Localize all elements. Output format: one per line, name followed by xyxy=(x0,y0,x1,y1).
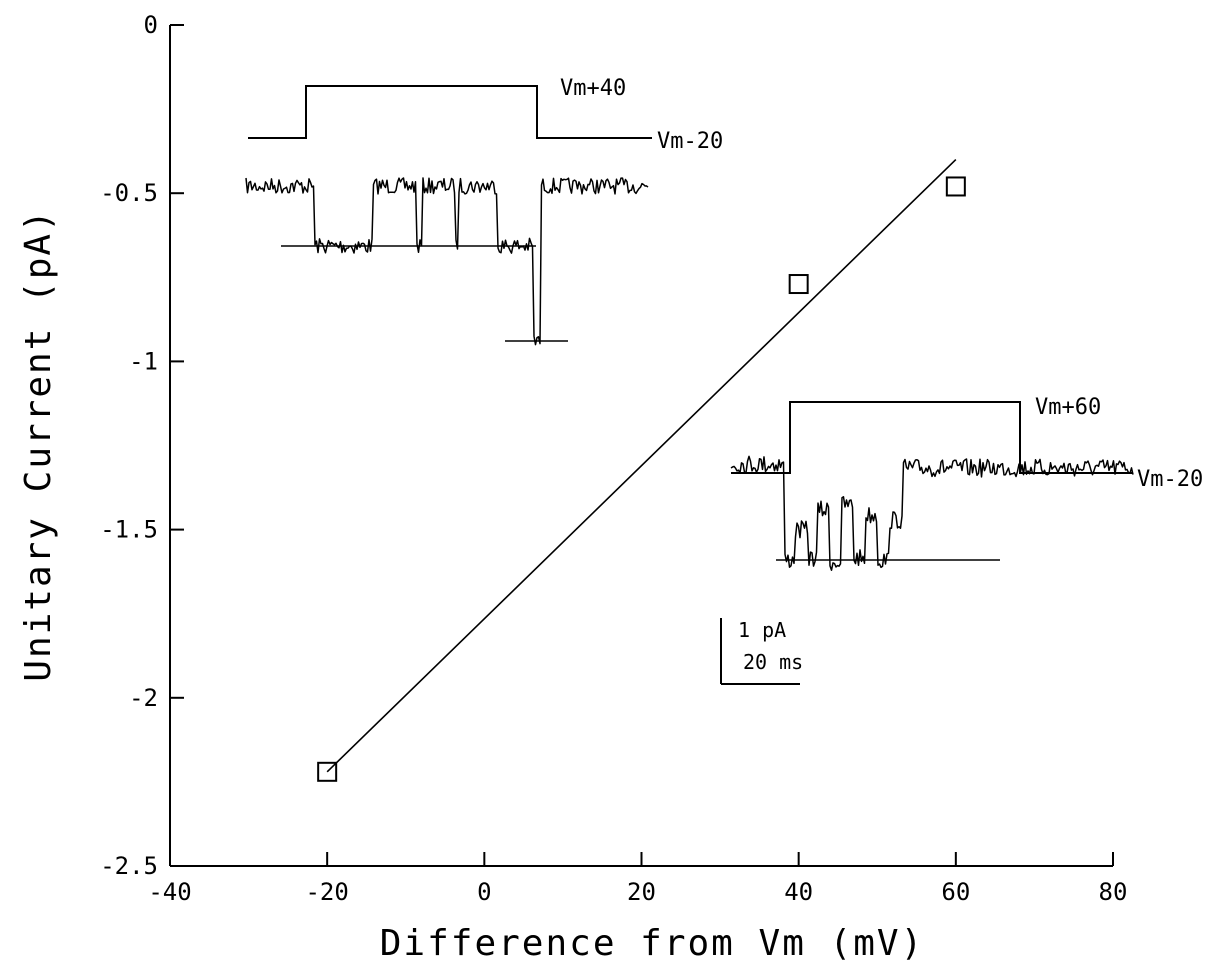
inset-1: Vm+40 Vm-20 xyxy=(245,76,723,346)
inset-2-low-label: Vm-20 xyxy=(1137,467,1203,492)
scale-time-label: 20 ms xyxy=(743,650,803,674)
x-axis-title: Difference from Vm (mV) xyxy=(380,923,925,964)
x-tick-label: -40 xyxy=(148,878,191,906)
x-tick-label: 0 xyxy=(477,878,491,906)
y-tick-label: -2 xyxy=(129,684,158,712)
data-point xyxy=(788,274,809,295)
fit-line xyxy=(326,158,957,773)
data-point xyxy=(317,761,338,782)
x-tick-label: 20 xyxy=(627,878,656,906)
x-tick-label: 80 xyxy=(1099,878,1128,906)
y-tick-label: -2.5 xyxy=(100,852,158,880)
inset-2-high-label: Vm+60 xyxy=(1035,395,1101,420)
y-tick-label: 0 xyxy=(144,11,158,39)
y-tick-label: -1.5 xyxy=(100,516,158,544)
inset-2-current-trace xyxy=(730,455,1134,571)
x-ticks: -40 -20 0 20 40 60 80 xyxy=(148,852,1127,906)
inset-1-low-label: Vm-20 xyxy=(657,129,723,154)
y-axis-title: Unitary Current (pA) xyxy=(18,208,59,681)
x-tick-label: 40 xyxy=(784,878,813,906)
y-ticks: 0 -0.5 -1 -1.5 -2 -2.5 xyxy=(100,11,184,880)
scale-bar: 1 pA 20 ms xyxy=(720,618,803,685)
data-points xyxy=(317,176,966,782)
inset-1-protocol xyxy=(248,85,652,139)
inset-1-current-trace xyxy=(245,177,649,346)
y-tick-label: -1 xyxy=(129,347,158,375)
x-tick-label: -20 xyxy=(305,878,348,906)
scale-current-label: 1 pA xyxy=(738,618,786,642)
y-tick-label: -0.5 xyxy=(100,179,158,207)
x-tick-label: 60 xyxy=(941,878,970,906)
data-point xyxy=(945,176,966,197)
inset-2: Vm+60 Vm-20 xyxy=(730,395,1203,571)
inset-1-high-label: Vm+40 xyxy=(560,76,626,101)
inset-2-protocol xyxy=(731,401,1133,474)
